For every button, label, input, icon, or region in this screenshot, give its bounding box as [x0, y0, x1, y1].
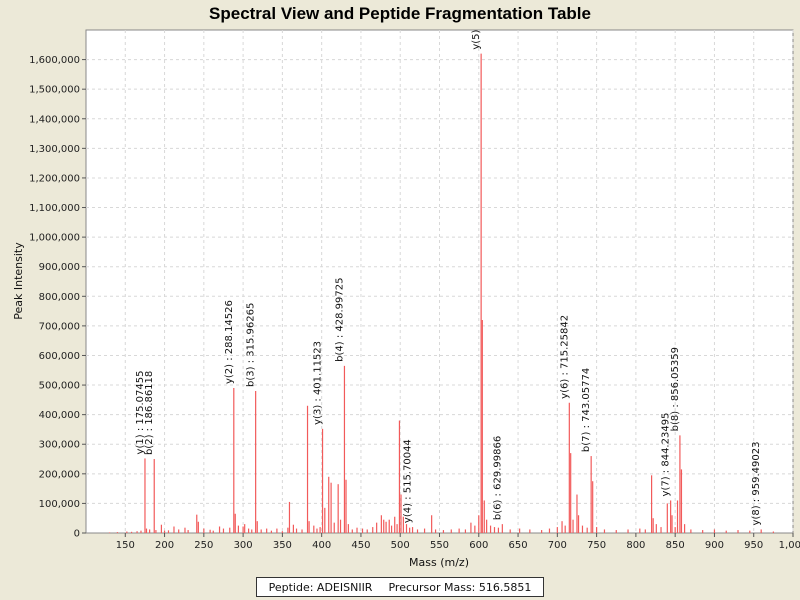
y-tick-label: 500,000: [39, 381, 80, 392]
peak-annotation: y(6) : 715.25842: [559, 315, 570, 399]
plot-area: [85, 29, 794, 534]
peak-annotation: b(2) : 186.86118: [144, 371, 155, 455]
peak-annotation: y(3) : 401.11523: [313, 341, 324, 425]
y-tick-label: 700,000: [39, 321, 80, 332]
y-tick-label: 300,000: [39, 440, 80, 451]
peak-annotation: y(4) : 515.70044: [403, 439, 414, 523]
y-tick-label: 1,100,000: [29, 203, 80, 214]
x-tick-label: 650: [509, 540, 528, 551]
x-tick-label: 450: [351, 540, 370, 551]
x-axis-title: Mass (m/z): [409, 556, 469, 569]
x-tick-label: 550: [430, 540, 449, 551]
x-tick-label: 500: [391, 540, 410, 551]
legend: Peptide: ADEISNIIR Precursor Mass: 516.5…: [256, 577, 544, 597]
peak-annotation: b(4) : 428.99725: [334, 277, 345, 361]
x-tick-label: 150: [116, 540, 135, 551]
peak-annotation: b(8) : 856.05359: [670, 347, 681, 431]
x-tick-label: 950: [744, 540, 763, 551]
peak-annotation: y(2) : 288.14526: [224, 300, 235, 384]
y-tick-label: 1,600,000: [29, 55, 80, 66]
peak-annotation: y(5): [471, 29, 482, 49]
legend-peptide: Peptide: ADEISNIIR: [268, 580, 373, 594]
y-axis-title: Peak Intensity: [12, 242, 25, 320]
peaks: [108, 53, 774, 533]
chart-title: Spectral View and Peptide Fragmentation …: [209, 4, 591, 23]
x-tick-label: 200: [155, 540, 174, 551]
legend-precursor-mass: Precursor Mass: 516.5851: [388, 580, 532, 594]
x-tick-label: 350: [273, 540, 292, 551]
peak-annotation: y(8) : 959.49023: [751, 442, 762, 526]
y-tick-label: 600,000: [39, 351, 80, 362]
x-tick-label: 1,000: [779, 540, 800, 551]
y-tick-label: 1,400,000: [29, 114, 80, 125]
y-tick-label: 800,000: [39, 292, 80, 303]
peak-annotation: b(6) : 629.99866: [492, 436, 503, 520]
x-tick-label: 850: [666, 540, 685, 551]
x-tick-label: 900: [705, 540, 724, 551]
peak-annotation: b(3) : 315.96265: [246, 303, 257, 387]
grid-lines: [86, 30, 794, 533]
x-tick-label: 800: [626, 540, 645, 551]
peak-annotation: y(7) : 844.23495: [661, 413, 672, 497]
y-tick-label: 1,300,000: [29, 144, 80, 155]
y-tick-label: 1,500,000: [29, 85, 80, 96]
peak-annotation: y(1) : 175.07455: [135, 371, 146, 455]
peak-annotation: b(7) : 743.05774: [581, 368, 592, 452]
x-tick-label: 300: [234, 540, 253, 551]
y-tick-label: 400,000: [39, 410, 80, 421]
x-tick-label: 700: [548, 540, 567, 551]
y-tick-label: 0: [74, 529, 80, 540]
y-tick-label: 200,000: [39, 469, 80, 480]
y-tick-label: 1,200,000: [29, 173, 80, 184]
y-tick-label: 1,000,000: [29, 233, 80, 244]
x-tick-label: 600: [469, 540, 488, 551]
axes: 0 100,000 200,000 300,000 400,000 500,000 600,…: [29, 55, 800, 551]
y-tick-label: 100,000: [39, 499, 80, 510]
x-tick-label: 400: [312, 540, 331, 551]
x-tick-label: 250: [194, 540, 213, 551]
y-tick-label: 900,000: [39, 262, 80, 273]
x-tick-label: 750: [587, 540, 606, 551]
